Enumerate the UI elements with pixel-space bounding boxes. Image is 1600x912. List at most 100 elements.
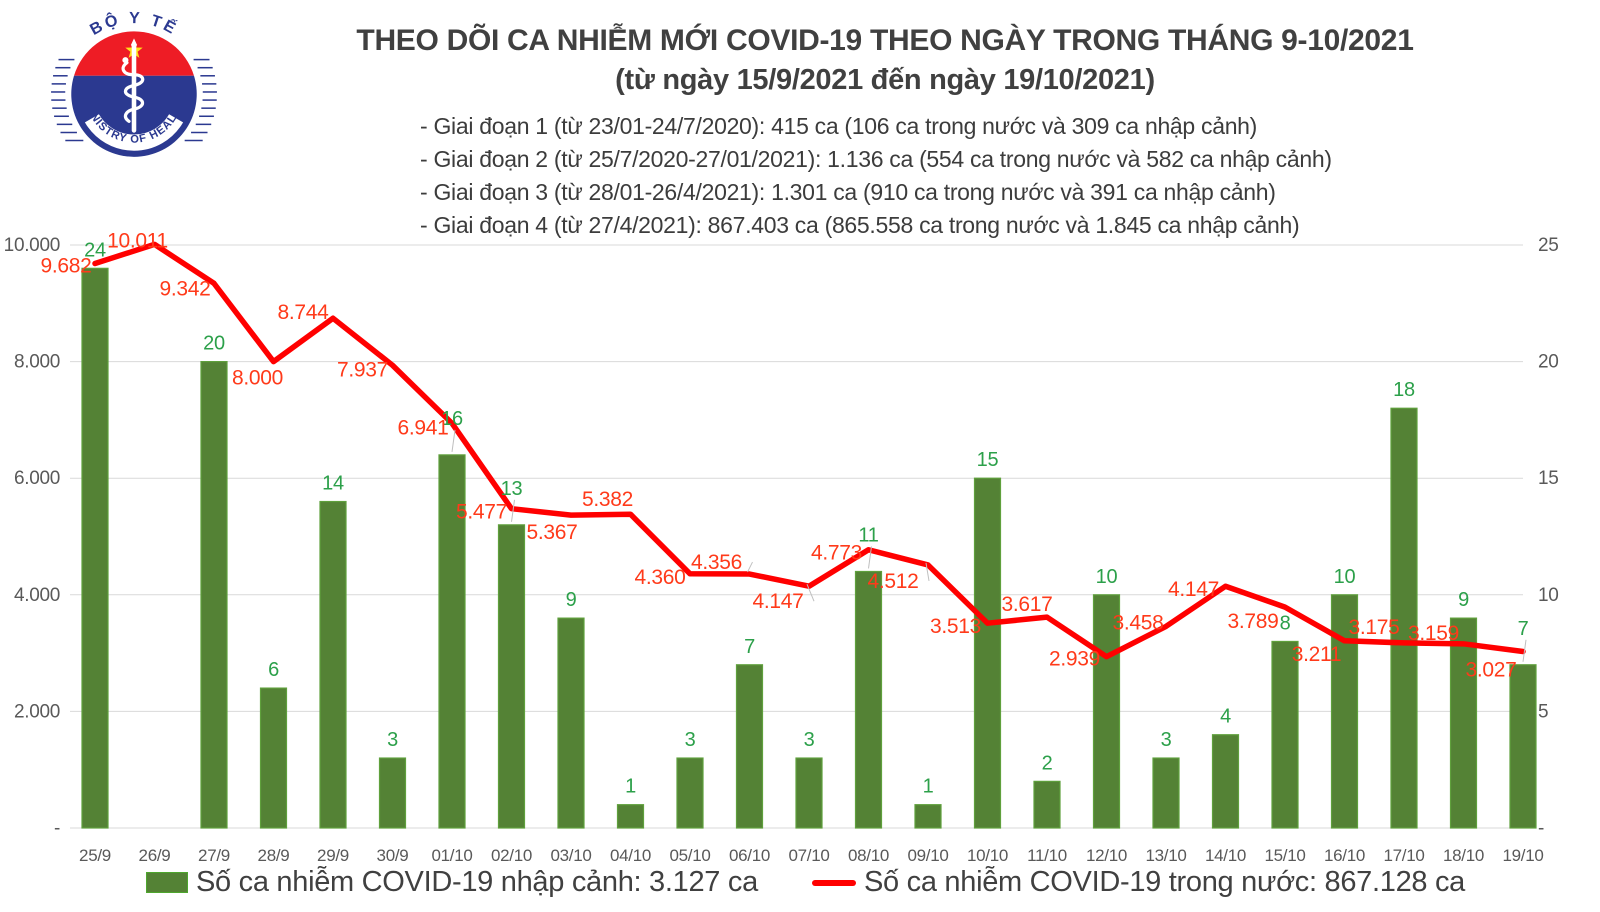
right-axis-tick: 20 xyxy=(1538,352,1559,373)
line-value-label: 4.147 xyxy=(1168,578,1219,601)
line-value-label: 5.477 xyxy=(456,501,507,524)
x-axis-tick: 30/9 xyxy=(377,846,409,865)
line-value-label: 4.512 xyxy=(867,570,918,593)
left-axis-tick: - xyxy=(54,818,60,839)
bar-12/10 xyxy=(1092,594,1121,829)
bar-value-label: 3 xyxy=(387,729,398,751)
bar-value-label: 3 xyxy=(1161,729,1172,751)
x-axis-tick: 25/9 xyxy=(79,846,111,865)
x-axis-tick: 14/10 xyxy=(1205,846,1246,865)
x-axis-tick: 19/10 xyxy=(1502,846,1543,865)
x-axis-tick: 08/10 xyxy=(848,846,889,865)
right-axis-tick: 10 xyxy=(1538,585,1559,606)
bar-value-label: 10 xyxy=(1096,566,1118,588)
bar-value-label: 3 xyxy=(804,729,815,751)
x-axis-tick: 02/10 xyxy=(491,846,532,865)
bar-30/9 xyxy=(378,757,407,829)
bar-value-label: 7 xyxy=(1518,618,1529,640)
line-value-label: 3.159 xyxy=(1408,622,1459,645)
bar-value-label: 11 xyxy=(858,524,878,546)
bar-13/10 xyxy=(1152,757,1180,829)
legend-domestic-cases: Số ca nhiễm COVID-19 trong nước: 867.128… xyxy=(812,866,1465,899)
line-value-label: 3.789 xyxy=(1227,610,1278,633)
line-value-label: 5.382 xyxy=(582,488,633,511)
bar-27/9 xyxy=(200,361,228,829)
x-axis-tick: 16/10 xyxy=(1324,846,1365,865)
bar-value-label: 8 xyxy=(1280,612,1291,634)
x-axis-tick: 15/10 xyxy=(1264,846,1305,865)
bar-value-label: 15 xyxy=(977,449,999,471)
bar-value-label: 18 xyxy=(1393,379,1415,401)
bar-value-label: 16 xyxy=(441,408,463,430)
line-value-label: 4.356 xyxy=(691,551,742,574)
bar-value-label: 14 xyxy=(322,473,344,495)
line-value-label: 5.367 xyxy=(526,521,577,544)
legend-imported-cases: Số ca nhiễm COVID-19 nhập cảnh: 3.127 ca xyxy=(146,866,758,899)
line-value-label: 4.773 xyxy=(811,542,862,565)
bar-value-label: 6 xyxy=(268,659,279,681)
legend-line-label: Số ca nhiễm COVID-19 trong nước: 867.128… xyxy=(864,866,1466,898)
bar-value-label: 3 xyxy=(685,729,696,751)
bar-value-label: 4 xyxy=(1220,706,1231,728)
bar-06/10 xyxy=(735,664,764,829)
bar-18/10 xyxy=(1449,617,1478,829)
phase-3-text: - Giai đoạn 3 (từ 28/01-26/4/2021): 1.30… xyxy=(420,179,1276,205)
x-axis-tick: 12/10 xyxy=(1086,846,1127,865)
left-axis-tick: 8.000 xyxy=(14,352,60,373)
bar-03/10 xyxy=(557,617,585,829)
legend-line-swatch xyxy=(812,879,856,886)
bar-05/10 xyxy=(676,757,704,829)
bar-28/9 xyxy=(259,687,288,829)
bar-value-label: 2 xyxy=(1042,752,1053,774)
x-axis-tick: 26/9 xyxy=(139,846,171,865)
line-value-label: 4.360 xyxy=(634,566,685,589)
line-value-label: 10.011 xyxy=(107,229,168,252)
label-leader xyxy=(868,546,872,569)
label-leader xyxy=(747,561,753,573)
x-axis-tick: 01/10 xyxy=(431,846,472,865)
line-value-label: 3.513 xyxy=(930,615,981,638)
line-value-label: 9.342 xyxy=(159,277,210,300)
legend-bar-label: Số ca nhiễm COVID-19 nhập cảnh: 3.127 ca xyxy=(196,866,758,898)
bar-value-label: 9 xyxy=(1458,589,1469,611)
x-axis-tick: 27/9 xyxy=(198,846,230,865)
bar-10/10 xyxy=(973,477,1002,829)
line-value-label: 2.939 xyxy=(1049,648,1100,671)
label-leader xyxy=(925,562,930,582)
bar-value-label: 9 xyxy=(566,589,577,611)
x-axis-tick: 28/9 xyxy=(258,846,290,865)
line-value-label: 3.617 xyxy=(1001,593,1052,616)
bar-value-label: 1 xyxy=(923,776,934,798)
bar-04/10 xyxy=(616,804,645,829)
line-value-label: 3.211 xyxy=(1292,643,1342,666)
x-axis-tick: 05/10 xyxy=(669,846,710,865)
logo-asclepius-staff-icon xyxy=(121,38,145,133)
line-value-label: 3.458 xyxy=(1112,611,1163,634)
bar-value-label: 20 xyxy=(203,333,225,355)
line-value-label: 8.000 xyxy=(232,367,283,390)
legend-bar-swatch xyxy=(146,872,188,893)
bar-19/10 xyxy=(1509,664,1537,829)
line-value-label: 6.941 xyxy=(397,416,448,439)
label-leader xyxy=(511,499,515,522)
bar-value-label: 10 xyxy=(1334,566,1356,588)
phase-2-text: - Giai đoạn 2 (từ 25/7/2020-27/01/2021):… xyxy=(420,146,1332,172)
page-subtitle: (từ ngày 15/9/2021 đến ngày 19/10/2021) xyxy=(615,64,1155,96)
left-axis-tick: 4.000 xyxy=(14,585,60,606)
x-axis-tick: 29/9 xyxy=(317,846,349,865)
bar-15/10 xyxy=(1271,640,1299,829)
right-axis-tick: 5 xyxy=(1538,701,1548,722)
bar-11/10 xyxy=(1033,780,1061,829)
right-axis-tick: - xyxy=(1538,818,1544,839)
x-axis-tick: 11/10 xyxy=(1027,846,1067,865)
phase-4-text: - Giai đoạn 4 (từ 27/4/2021): 867.403 ca… xyxy=(420,212,1300,238)
x-axis-tick: 10/10 xyxy=(967,846,1008,865)
bar-17/10 xyxy=(1390,407,1418,829)
bar-value-label: 13 xyxy=(501,478,523,500)
line-value-label: 8.744 xyxy=(277,301,329,324)
left-axis-tick: 10.000 xyxy=(4,235,60,256)
line-value-label: 3.027 xyxy=(1465,659,1516,682)
